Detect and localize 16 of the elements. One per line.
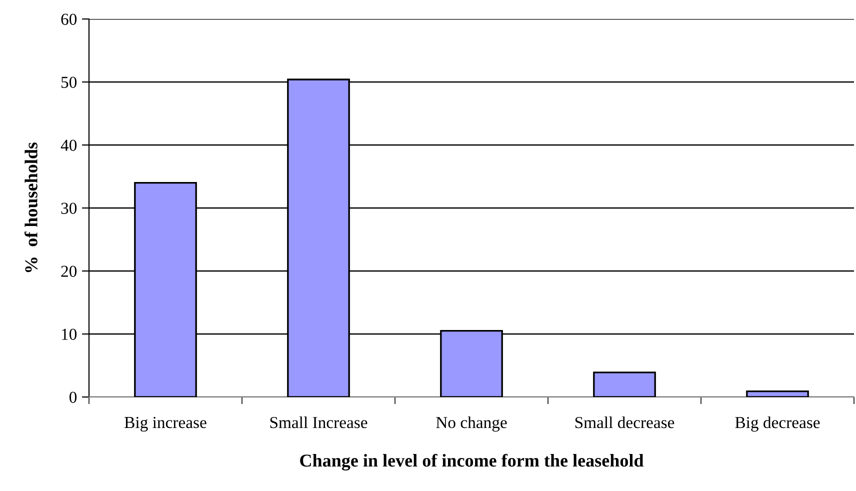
bar xyxy=(593,372,656,397)
bar xyxy=(746,390,809,397)
x-tick-label: Small Increase xyxy=(270,416,368,428)
y-tick-label: 60 xyxy=(61,14,77,25)
x-axis-title: Change in level of income form the leasehold xyxy=(300,454,644,471)
x-tick-label: Small decrease xyxy=(575,416,674,428)
y-tick-label: 50 xyxy=(61,76,77,88)
x-tick-label: Big decrease xyxy=(735,416,820,432)
y-tick-label: 10 xyxy=(62,328,77,340)
y-tick-label: 20 xyxy=(61,266,77,277)
x-tick-label: Big increase xyxy=(124,416,206,432)
y-tick-label: 0 xyxy=(69,392,77,403)
x-tick-label: No change xyxy=(436,416,507,432)
y-axis-title: % of households xyxy=(24,142,38,272)
y-tick-label: 30 xyxy=(61,202,77,214)
y-tick-label: 40 xyxy=(60,140,77,151)
